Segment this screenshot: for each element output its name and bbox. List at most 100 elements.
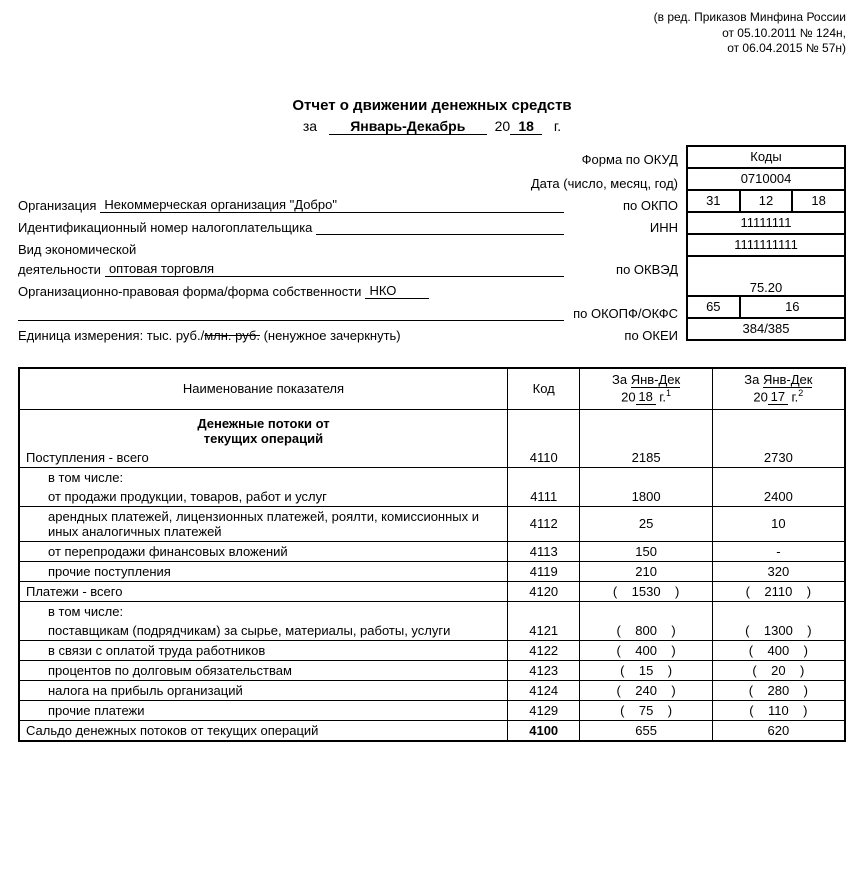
row-code: 4113 bbox=[507, 541, 580, 561]
note-line: от 06.04.2015 № 57н) bbox=[18, 41, 846, 57]
row-code: 4124 bbox=[507, 680, 580, 700]
row-v1: 210 bbox=[580, 561, 712, 581]
row-v1: 150 bbox=[580, 541, 712, 561]
table-row: процентов по долговым обязательствам 412… bbox=[19, 660, 845, 680]
okved-tag: по ОКВЭД bbox=[568, 262, 678, 277]
report-period-row: за Январь-Декабрь 2018 г. bbox=[18, 118, 846, 135]
row-v1: ( 800 ) bbox=[580, 621, 712, 641]
row-code: 4122 bbox=[507, 640, 580, 660]
row-name: поставщикам (подрядчикам) за сырье, мате… bbox=[19, 621, 507, 641]
cashflow-table: Наименование показателя Код За Янв-Дек 2… bbox=[18, 367, 846, 742]
row-v2: ( 1300 ) bbox=[712, 621, 845, 641]
note-line: (в ред. Приказов Минфина России bbox=[18, 10, 846, 26]
table-row: прочие поступления 4119 210 320 bbox=[19, 561, 845, 581]
okud-code: 0710004 bbox=[687, 168, 845, 190]
okopf-tag: по ОКОПФ/ОКФС bbox=[568, 306, 678, 321]
row-v2: 10 bbox=[712, 506, 845, 541]
row-v2: 620 bbox=[712, 720, 845, 741]
period-prefix: за bbox=[303, 118, 317, 134]
row-name: налога на прибыль организаций bbox=[19, 680, 507, 700]
opf-label: Организационно-правовая форма/форма собс… bbox=[18, 284, 361, 299]
col-header-period2: За Янв-Дек 2017 г.2 bbox=[712, 368, 845, 410]
row-v2: ( 110 ) bbox=[712, 700, 845, 720]
row-name: арендных платежей, лицензионных платежей… bbox=[19, 506, 507, 541]
inn-tag: ИНН bbox=[568, 220, 678, 235]
period-year-prefix: 20 bbox=[495, 118, 511, 134]
row-v1: ( 1530 ) bbox=[580, 581, 712, 601]
row-name: прочие платежи bbox=[19, 700, 507, 720]
codes-header: Коды bbox=[687, 146, 845, 168]
table-row: в том числе: bbox=[19, 601, 845, 621]
okpo-code: 11111111 bbox=[687, 212, 845, 234]
header-regulation-note: (в ред. Приказов Минфина России от 05.10… bbox=[18, 10, 846, 57]
period-year: 18 bbox=[510, 118, 542, 135]
row-name: процентов по долговым обязательствам bbox=[19, 660, 507, 680]
org-label: Организация bbox=[18, 198, 96, 213]
row-code: 4121 bbox=[507, 621, 580, 641]
row-v1: ( 15 ) bbox=[580, 660, 712, 680]
row-code: 4110 bbox=[507, 448, 580, 468]
row-name: в связи с оплатой труда работников bbox=[19, 640, 507, 660]
row-v2: 2400 bbox=[712, 487, 845, 507]
row-v1: 655 bbox=[580, 720, 712, 741]
org-value: Некоммерческая организация "Добро" bbox=[100, 197, 564, 213]
table-row: прочие платежи 4129 ( 75 ) ( 110 ) bbox=[19, 700, 845, 720]
row-name: Платежи - всего bbox=[19, 581, 507, 601]
col-header-code: Код bbox=[507, 368, 580, 410]
row-code: 4119 bbox=[507, 561, 580, 581]
date-month: 12 bbox=[740, 190, 793, 212]
period-suffix: г. bbox=[554, 118, 561, 134]
row-name: прочие поступления bbox=[19, 561, 507, 581]
okved-code: 75.20 bbox=[687, 256, 845, 296]
codes-table: Коды 0710004 31 12 18 11111111 111111111… bbox=[686, 145, 846, 341]
inn-label: Идентификационный номер налогоплательщик… bbox=[18, 220, 312, 235]
okei-tag: по ОКЕИ bbox=[568, 328, 678, 343]
table-row: Поступления - всего 4110 2185 2730 bbox=[19, 448, 845, 468]
okpo-tag: по ОКПО bbox=[568, 198, 678, 213]
note-line: от 05.10.2011 № 124н, bbox=[18, 26, 846, 42]
col-header-period1: За Янв-Дек 2018 г.1 bbox=[580, 368, 712, 410]
table-row: от перепродажи финансовых вложений 4113 … bbox=[19, 541, 845, 561]
okopf-code: 65 bbox=[687, 296, 740, 318]
row-v2: ( 2110 ) bbox=[712, 581, 845, 601]
row-v2: 2730 bbox=[712, 448, 845, 468]
inn-code: 1111111111 bbox=[687, 234, 845, 256]
section-heading-row: Денежные потоки от текущих операций bbox=[19, 409, 845, 448]
table-row: Сальдо денежных потоков от текущих опера… bbox=[19, 720, 845, 741]
row-v2: 320 bbox=[712, 561, 845, 581]
opf-blank-line bbox=[18, 320, 564, 321]
row-v2: ( 400 ) bbox=[712, 640, 845, 660]
okei-code: 384/385 bbox=[687, 318, 845, 340]
row-name: от продажи продукции, товаров, работ и у… bbox=[19, 487, 507, 507]
row-v1: 25 bbox=[580, 506, 712, 541]
row-v2: ( 20 ) bbox=[712, 660, 845, 680]
table-row: арендных платежей, лицензионных платежей… bbox=[19, 506, 845, 541]
row-v1: ( 75 ) bbox=[580, 700, 712, 720]
date-year: 18 bbox=[792, 190, 845, 212]
row-v2: - bbox=[712, 541, 845, 561]
row-code: 4120 bbox=[507, 581, 580, 601]
row-code: 4129 bbox=[507, 700, 580, 720]
table-row: в том числе: bbox=[19, 467, 845, 487]
table-row: налога на прибыль организаций 4124 ( 240… bbox=[19, 680, 845, 700]
okud-tag: Форма по ОКУД bbox=[568, 152, 678, 167]
date-tag: Дата (число, месяц, год) bbox=[498, 176, 678, 191]
row-v1: 2185 bbox=[580, 448, 712, 468]
date-day: 31 bbox=[687, 190, 740, 212]
row-name: в том числе: bbox=[19, 467, 507, 487]
okfs-code: 16 bbox=[740, 296, 845, 318]
table-row: в связи с оплатой труда работников 4122 … bbox=[19, 640, 845, 660]
row-code: 4123 bbox=[507, 660, 580, 680]
row-code: 4111 bbox=[507, 487, 580, 507]
opf-value: НКО bbox=[365, 283, 429, 299]
activity-label-2: деятельности bbox=[18, 262, 101, 277]
table-row: от продажи продукции, товаров, работ и у… bbox=[19, 487, 845, 507]
activity-label-1: Вид экономической bbox=[18, 242, 136, 257]
row-code: 4100 bbox=[507, 720, 580, 741]
table-row: поставщикам (подрядчикам) за сырье, мате… bbox=[19, 621, 845, 641]
table-row: Платежи - всего 4120 ( 1530 ) ( 2110 ) bbox=[19, 581, 845, 601]
activity-value: оптовая торговля bbox=[105, 261, 564, 277]
row-name: Сальдо денежных потоков от текущих опера… bbox=[19, 720, 507, 741]
col-header-name: Наименование показателя bbox=[19, 368, 507, 410]
report-title: Отчет о движении денежных средств bbox=[18, 97, 846, 114]
